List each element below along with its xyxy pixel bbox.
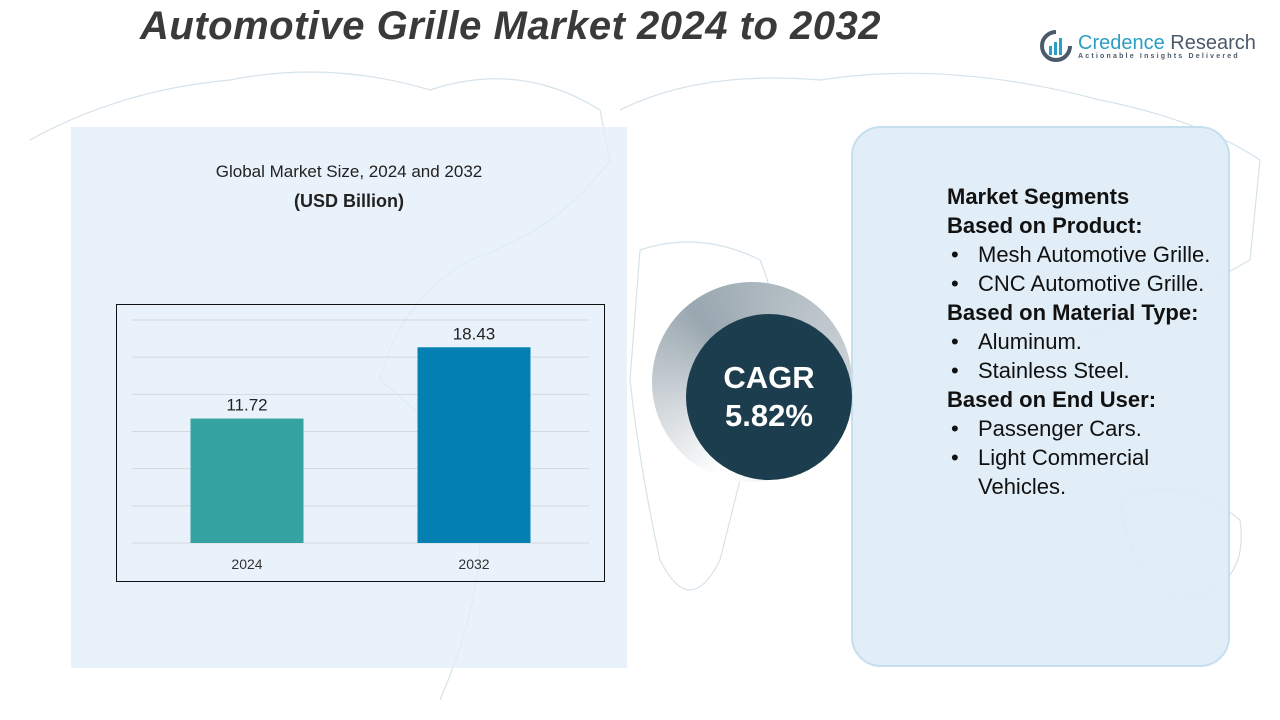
- cagr-value: 5.82%: [725, 398, 813, 433]
- logo-tagline: Actionable Insights Delivered: [1078, 52, 1240, 60]
- cagr-label: CAGR: [723, 360, 815, 395]
- segment-group-title: Based on End User:: [947, 387, 1157, 412]
- page-title: Automotive Grille Market 2024 to 2032: [140, 4, 881, 48]
- data-label: 18.43: [453, 324, 496, 343]
- logo-name: Credence Research: [1078, 33, 1256, 53]
- segment-item: Passenger Cars.: [947, 414, 1217, 443]
- chart-unit: (USD Billion): [294, 191, 404, 211]
- bar-2032: [417, 347, 531, 543]
- segment-item: Light Commercial Vehicles.: [947, 443, 1217, 501]
- logo-name-part2: Research: [1164, 31, 1256, 54]
- bar-chart: 11.72 2024 18.43 2032: [116, 304, 605, 582]
- segments-panel: [851, 126, 1230, 667]
- segment-item: CNC Automotive Grille.: [947, 269, 1217, 298]
- segment-group-title: Based on Product:: [947, 213, 1143, 238]
- segment-item: Mesh Automotive Grille.: [947, 240, 1217, 269]
- segments-heading: Market Segments: [947, 184, 1130, 209]
- chart-heading: Global Market Size, 2024 and 2032: [215, 162, 483, 181]
- chart-panel: [71, 127, 627, 668]
- x-tick-label: 2024: [231, 556, 262, 572]
- credence-research-logo: Credence Research Actionable Insights De…: [1040, 30, 1256, 62]
- data-label: 11.72: [226, 396, 267, 415]
- segment-item: Stainless Steel.: [947, 356, 1217, 385]
- x-tick-label: 2032: [458, 556, 489, 572]
- bar-chart-logo-icon: [1040, 30, 1072, 62]
- logo-name-part1: Credence: [1078, 31, 1165, 54]
- bar-2024: [190, 418, 304, 543]
- bar-chart-svg: 11.72 2024 18.43 2032: [132, 319, 589, 572]
- market-segments: Market Segments Based on Product:Mesh Au…: [947, 182, 1217, 501]
- cagr-badge: CAGR 5.82%: [686, 314, 852, 480]
- segment-item: Aluminum.: [947, 327, 1217, 356]
- segment-group-title: Based on Material Type:: [947, 300, 1199, 325]
